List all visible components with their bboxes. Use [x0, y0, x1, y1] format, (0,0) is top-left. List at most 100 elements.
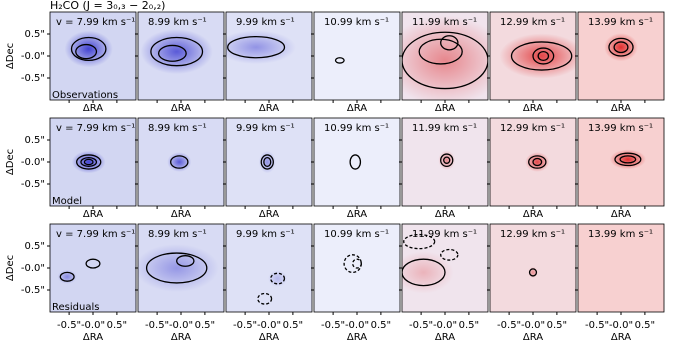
velocity-label: 10.99 km s⁻¹	[324, 123, 389, 134]
panel: 0.5" -0.0" -0.5" v = 7.99 km s⁻¹ ΔRA	[21, 11, 137, 114]
x-tick-label: -0.5"	[585, 320, 609, 331]
velocity-label: 10.99 km s⁻¹	[324, 17, 389, 28]
contour	[537, 50, 550, 62]
y-axis-label: ΔDec	[5, 149, 16, 175]
x-axis-label: ΔRA	[435, 103, 455, 114]
velocity-label: 9.99 km s⁻¹	[236, 123, 295, 134]
contour	[85, 258, 101, 269]
panel: -0.5" -0.0" 0.5" 13.99 km s⁻¹ ΔRA	[575, 223, 665, 343]
panel: -0.5" -0.0" 0.5"0.5"-0.0"-0.5"v = 7.99 km …	[21, 223, 137, 343]
contour	[157, 44, 187, 62]
row-label: Residuals	[52, 302, 99, 313]
x-tick-label: -0.0"	[257, 320, 281, 331]
x-axis-label: ΔRA	[523, 103, 543, 114]
row-label: Observations	[52, 90, 118, 101]
panel: -0.5" -0.0" 0.5" 11.99 km s⁻¹ ΔRA	[399, 223, 489, 343]
y-tick-label: -0.5"	[21, 285, 45, 296]
y-tick-label: 0.5"	[24, 241, 45, 252]
contour	[80, 156, 98, 168]
y-tick-label: -0.0"	[21, 263, 45, 274]
x-tick-label: -0.0"	[521, 320, 545, 331]
velocity-label: 12.99 km s⁻¹	[500, 229, 565, 240]
panel: 8.99 km s⁻¹ ΔRA	[135, 11, 225, 114]
x-tick-label: 0.5"	[371, 320, 392, 331]
x-axis-label: ΔRA	[259, 209, 279, 220]
emission	[402, 251, 454, 294]
contour	[614, 152, 642, 167]
contour	[532, 157, 543, 167]
x-tick-label: 0.5"	[107, 320, 128, 331]
contour	[260, 154, 274, 170]
velocity-label: 12.99 km s⁻¹	[500, 17, 565, 28]
emission	[267, 270, 288, 288]
x-axis-label: ΔRA	[83, 103, 103, 114]
contour	[608, 37, 634, 57]
panel: 13.99 km s⁻¹ ΔRA	[575, 117, 665, 220]
contour	[334, 57, 345, 64]
y-tick-label: -0.0"	[21, 157, 45, 168]
emission	[140, 29, 213, 75]
figure-title: H₂CO (J = 3₀,₃ − 2₀,₂)	[50, 0, 165, 12]
contour	[440, 35, 459, 51]
contour	[75, 43, 98, 60]
panel: 9.99 km s⁻¹ ΔRA	[223, 117, 313, 220]
x-axis-label: ΔRA	[347, 209, 367, 220]
emission	[64, 30, 113, 68]
x-tick-label: 0.5"	[635, 320, 656, 331]
velocity-label: v = 7.99 km s⁻¹	[56, 123, 135, 134]
emission	[226, 30, 296, 65]
contour	[170, 155, 189, 169]
panel: 12.99 km s⁻¹ ΔRA	[487, 11, 577, 114]
contour	[403, 233, 436, 250]
panel: -0.5" -0.0" 0.5" 10.99 km s⁻¹ ΔRA	[311, 223, 401, 343]
x-axis-label: ΔRA	[171, 209, 191, 220]
velocity-label: 11.99 km s⁻¹	[412, 17, 477, 28]
velocity-label: v = 7.99 km s⁻¹	[56, 17, 135, 28]
velocity-label: 13.99 km s⁻¹	[588, 123, 653, 134]
panel: -0.5" -0.0" 0.5" 8.99 km s⁻¹ ΔRA	[135, 223, 225, 343]
x-tick-label: -0.5"	[497, 320, 521, 331]
x-axis-label: ΔRA	[259, 332, 279, 343]
contour	[402, 258, 446, 287]
contour	[532, 47, 555, 65]
panel: -0.5" -0.0" 0.5" 12.99 km s⁻¹ ΔRA	[487, 223, 577, 343]
contour	[402, 31, 488, 90]
velocity-label: 11.99 km s⁻¹	[412, 123, 477, 134]
velocity-label: 8.99 km s⁻¹	[148, 229, 207, 240]
x-tick-label: -0.5"	[57, 320, 81, 331]
contour	[59, 271, 75, 282]
x-axis-label: ΔRA	[611, 209, 631, 220]
x-tick-label: 0.5"	[283, 320, 304, 331]
contour	[257, 292, 273, 305]
velocity-label: 11.99 km s⁻¹	[412, 229, 477, 240]
x-tick-label: 0.5"	[195, 320, 216, 331]
x-tick-label: -0.5"	[145, 320, 169, 331]
contour	[440, 248, 459, 261]
x-tick-label: -0.0"	[169, 320, 193, 331]
panel: 8.99 km s⁻¹ ΔRA	[135, 117, 225, 220]
x-axis-label: ΔRA	[435, 209, 455, 220]
velocity-label: 9.99 km s⁻¹	[236, 229, 295, 240]
y-axis-label: ΔDec	[5, 255, 16, 281]
velocity-label: 8.99 km s⁻¹	[148, 17, 207, 28]
panel: 10.99 km s⁻¹ ΔRA	[311, 117, 401, 220]
panel: 11.99 km s⁻¹ ΔRA	[399, 11, 489, 114]
contour	[352, 258, 362, 269]
contour	[227, 35, 286, 59]
x-axis-label: ΔRA	[83, 209, 103, 220]
contour	[150, 36, 204, 67]
panel: 13.99 km s⁻¹ ΔRA	[575, 11, 665, 114]
x-tick-label: -0.0"	[433, 320, 457, 331]
y-tick-label: -0.0"	[21, 51, 45, 62]
contour	[443, 156, 451, 164]
x-axis-label: ΔRA	[523, 209, 543, 220]
x-tick-label: -0.0"	[345, 320, 369, 331]
panel: 11.99 km s⁻¹ ΔRA	[399, 117, 489, 220]
contour	[528, 268, 538, 277]
contour	[83, 158, 94, 166]
row-label: Model	[52, 196, 82, 207]
contour	[613, 41, 629, 54]
y-axis-label: ΔDec	[5, 43, 16, 69]
contour	[176, 255, 195, 267]
